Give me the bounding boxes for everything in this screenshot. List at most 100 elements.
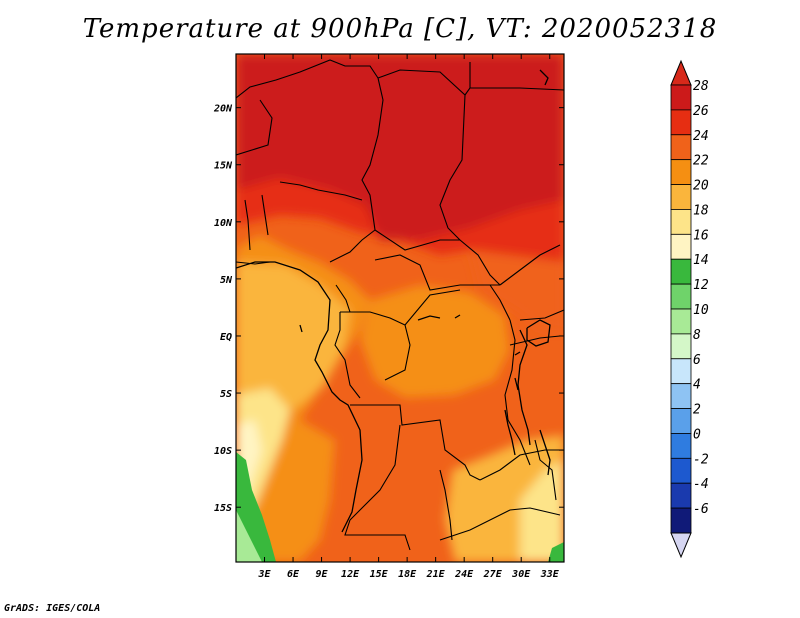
colorbar-box — [670, 258, 692, 285]
colorbar-label: 8 — [693, 328, 701, 343]
border-line — [236, 99, 273, 156]
x-tick-label: 24E — [454, 569, 474, 580]
country-borders — [236, 59, 564, 551]
axes: 3E 6E 9E 12E 15E 18E 21E 24E 27E 30E 33E 20N 15N 10N 5… — [213, 54, 564, 580]
colorbar-label: 18 — [693, 203, 709, 218]
border-line — [236, 261, 271, 265]
coast-line — [517, 329, 531, 446]
colorbar-label: 20 — [693, 179, 709, 194]
lake-line — [539, 429, 551, 476]
colorbar-box — [670, 383, 692, 409]
border-line — [279, 181, 363, 201]
colorbar-label: 12 — [693, 278, 709, 293]
colorbar-box — [670, 457, 692, 484]
colorbar-box — [670, 358, 692, 385]
colorbar-box — [670, 184, 692, 210]
y-tick-label: EQ — [220, 332, 232, 343]
lake-line — [514, 377, 519, 391]
border-line — [470, 87, 564, 91]
colorbar-box — [670, 433, 692, 459]
border-line — [244, 199, 251, 251]
colorbar-box — [670, 233, 692, 260]
x-tick-label: 30E — [511, 569, 531, 580]
border-line — [499, 244, 561, 286]
border-line — [335, 284, 351, 313]
x-tick-label: 9E — [316, 569, 329, 580]
colorbar-label: 26 — [693, 104, 709, 119]
colorbar-box — [670, 308, 692, 335]
chart-title: Temperature at 900hPa [C], VT: 202005231… — [82, 14, 718, 44]
x-tick-label: 21E — [426, 569, 446, 580]
y-tick-label: 15S — [214, 503, 232, 514]
colorbar-box — [670, 283, 692, 310]
border-line — [464, 62, 471, 96]
x-tick-label: 18E — [398, 569, 417, 580]
field-10c-southwest — [236, 510, 262, 562]
coast-line — [236, 261, 363, 533]
colorbar-label: -6 — [693, 502, 709, 517]
field-24c-east — [470, 250, 564, 330]
x-tick-label: 27E — [483, 569, 503, 580]
plot-frame — [235, 53, 565, 563]
field-20c-gabon — [236, 262, 350, 420]
colorbar-box — [670, 482, 692, 509]
border-line — [439, 507, 561, 541]
colorbar-label: 0 — [693, 427, 701, 442]
border-line — [261, 194, 269, 236]
colorbar-label: 28 — [693, 79, 709, 94]
border-line — [374, 254, 500, 291]
colorbar-label: 16 — [693, 228, 709, 243]
colorbar-box — [670, 333, 692, 360]
border-line — [404, 289, 461, 326]
colorbar-over-triangle — [670, 59, 692, 86]
border-line — [479, 449, 564, 481]
border-line — [519, 309, 564, 321]
border-line — [350, 404, 481, 481]
border-line — [329, 229, 376, 263]
border-line — [534, 439, 557, 501]
colorbar-box — [670, 134, 692, 161]
border-line — [489, 284, 511, 321]
x-tick-label: 6E — [287, 569, 300, 580]
y-tick-label: 5N — [220, 275, 233, 286]
lake-line — [504, 409, 516, 456]
colorbar-label: 6 — [693, 353, 701, 368]
border-line — [377, 69, 466, 241]
border-line — [344, 424, 411, 551]
x-tick-label: 15E — [370, 569, 389, 580]
colorbar-label: -4 — [693, 477, 709, 492]
y-tick-label: 10S — [214, 446, 232, 457]
field-14c-southeast — [548, 542, 564, 562]
colorbar-box — [670, 507, 692, 534]
colorbar-label: 14 — [693, 253, 709, 268]
colorbar-under-triangle — [670, 532, 692, 559]
colorbar-label: -2 — [693, 452, 709, 467]
border-line — [439, 469, 453, 541]
border-line — [504, 319, 531, 466]
y-tick-label: 10N — [214, 218, 233, 229]
colorbar-box — [670, 109, 692, 136]
x-tick-label: 3E — [257, 569, 271, 580]
y-tick-label: 20N — [213, 104, 233, 115]
colorbar-label: 4 — [693, 378, 701, 393]
lake-line — [526, 319, 551, 347]
border-line — [334, 312, 361, 399]
border-line — [361, 77, 384, 231]
lake-line — [417, 315, 441, 321]
colorbar-label: 10 — [693, 303, 709, 318]
colorbar-box — [670, 159, 692, 185]
colorbar-label: 2 — [693, 403, 701, 418]
lake-line — [299, 324, 303, 333]
colorbar-box — [670, 408, 692, 434]
x-tick-label: 12E — [341, 569, 360, 580]
lake-line — [539, 69, 549, 86]
temperature-map — [236, 54, 564, 562]
x-tick-label: 33E — [540, 569, 560, 580]
border-line — [374, 229, 501, 286]
border-line — [509, 335, 561, 346]
coastlines — [236, 69, 551, 533]
lake-line — [454, 314, 461, 319]
y-tick-label: 5S — [220, 389, 232, 400]
